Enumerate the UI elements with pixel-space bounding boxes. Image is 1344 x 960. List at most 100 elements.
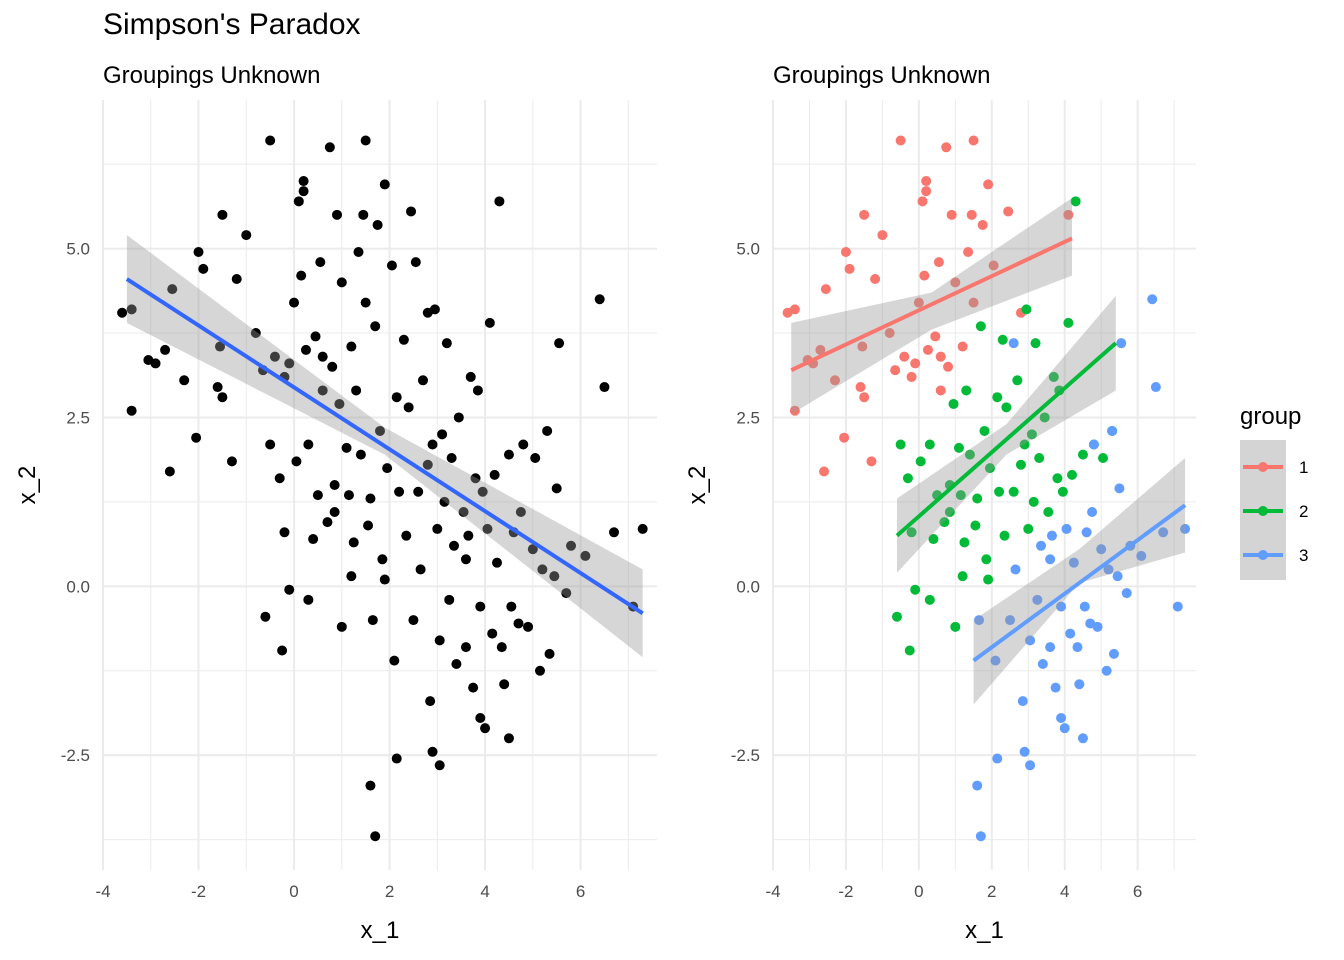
- data-point-group-2: [1063, 317, 1074, 328]
- confidence-band-group-2: [896, 295, 1116, 573]
- data-point-group-1: [933, 257, 944, 268]
- data-point-group-2: [997, 334, 1008, 345]
- data-point: [472, 385, 483, 396]
- data-point: [406, 206, 417, 217]
- data-point-group-3: [1101, 665, 1112, 676]
- data-point: [260, 611, 271, 622]
- regression-line: [125, 277, 644, 616]
- data-point-group-3: [1121, 588, 1132, 599]
- data-point-group-3: [1074, 679, 1085, 690]
- data-point: [370, 831, 381, 842]
- data-point: [415, 564, 426, 575]
- data-point: [167, 284, 178, 295]
- data-point: [394, 486, 405, 497]
- data-point-group-1: [859, 209, 870, 220]
- data-point: [401, 530, 412, 541]
- data-point-group-3: [1008, 338, 1019, 349]
- data-point: [269, 351, 280, 362]
- data-point: [296, 270, 307, 281]
- data-point: [289, 297, 300, 308]
- data-point-group-1: [919, 270, 930, 281]
- data-point-group-3: [1061, 523, 1072, 534]
- data-point-group-2: [924, 594, 935, 605]
- data-point: [561, 588, 572, 599]
- data-point: [365, 493, 376, 504]
- data-point: [284, 358, 295, 369]
- data-point-group-3: [1050, 682, 1061, 693]
- data-point-group-1: [859, 392, 870, 403]
- data-point-group-3: [1096, 544, 1107, 555]
- data-point: [198, 263, 209, 274]
- data-point-group-3: [1019, 746, 1030, 757]
- data-point: [403, 402, 414, 413]
- data-point-group-3: [1092, 621, 1103, 632]
- data-point: [468, 682, 479, 693]
- data-point-group-3: [1147, 294, 1158, 305]
- data-point-group-1: [977, 219, 988, 230]
- data-point-group-1: [917, 196, 928, 207]
- data-point-group-2: [1028, 496, 1039, 507]
- data-point: [554, 338, 565, 349]
- data-point: [317, 351, 328, 362]
- data-point: [298, 186, 309, 197]
- data-point: [298, 176, 309, 187]
- legend-marker-1: [1258, 462, 1268, 472]
- regression-line-group-1: [790, 236, 1073, 372]
- data-point: [391, 392, 402, 403]
- data-point-group-3: [1072, 642, 1083, 653]
- data-point: [217, 392, 228, 403]
- data-point-group-1: [906, 371, 917, 382]
- data-point-group-1: [930, 331, 941, 342]
- data-point: [494, 196, 505, 207]
- data-point: [382, 463, 393, 474]
- data-point: [391, 753, 402, 764]
- data-point: [487, 628, 498, 639]
- data-point-group-3: [992, 753, 1003, 764]
- data-point-group-1: [968, 297, 979, 308]
- data-point: [351, 385, 362, 396]
- data-point-group-3: [1088, 439, 1099, 450]
- data-point-group-2: [957, 571, 968, 582]
- data-point-group-2: [979, 425, 990, 436]
- data-point-group-1: [946, 209, 957, 220]
- data-point-group-1: [877, 230, 888, 241]
- data-point: [451, 658, 462, 669]
- data-point: [317, 385, 328, 396]
- data-point-group-2: [1039, 412, 1050, 423]
- data-point: [367, 615, 378, 626]
- data-point: [375, 425, 385, 436]
- data-point: [334, 398, 345, 409]
- data-point: [274, 473, 285, 484]
- data-point-group-3: [1036, 540, 1047, 551]
- data-point-group-3: [974, 615, 985, 626]
- data-point: [217, 209, 228, 220]
- data-point-group-1: [839, 432, 850, 443]
- data-point: [241, 230, 252, 241]
- data-point-group-1: [890, 365, 901, 376]
- data-point-group-2: [1001, 402, 1012, 413]
- data-point-group-1: [895, 135, 906, 146]
- data-point: [377, 554, 388, 565]
- data-point: [315, 257, 326, 268]
- data-point: [293, 196, 304, 207]
- data-point: [549, 571, 560, 582]
- data-point: [353, 246, 364, 257]
- data-point-group-3: [1045, 554, 1056, 565]
- data-point-group-3: [990, 655, 1001, 666]
- x-tick-label: -2: [838, 882, 853, 901]
- data-point: [150, 358, 161, 369]
- data-point: [417, 375, 428, 386]
- data-point: [348, 537, 359, 548]
- data-point-group-1: [921, 176, 932, 187]
- data-point-group-2: [972, 493, 983, 504]
- data-point-group-3: [1087, 507, 1098, 518]
- data-point-group-2: [1048, 371, 1059, 382]
- data-point: [437, 429, 448, 440]
- data-point: [312, 490, 323, 501]
- data-point: [513, 618, 524, 629]
- data-point: [566, 540, 577, 551]
- data-point: [480, 723, 491, 734]
- data-point: [212, 382, 223, 393]
- data-point: [477, 486, 488, 497]
- data-point-group-2: [910, 584, 921, 595]
